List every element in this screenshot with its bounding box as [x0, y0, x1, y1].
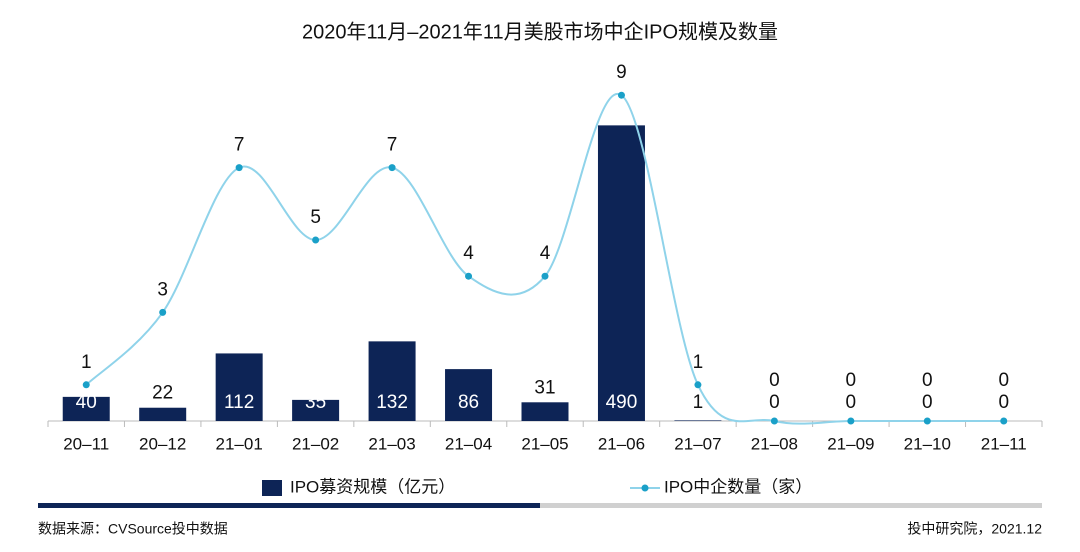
bar — [597, 125, 645, 421]
line-value-label: 9 — [616, 62, 627, 83]
legend-label: IPO募资规模（亿元） — [290, 477, 455, 496]
bar-value-label: 1 — [693, 392, 704, 413]
x-tick-label: 21–04 — [445, 434, 492, 453]
legend-marker — [641, 484, 649, 492]
line-marker — [923, 417, 931, 425]
x-tick-label: 21–11 — [981, 434, 1027, 453]
bar — [445, 369, 493, 421]
bar-value-label: 40 — [76, 392, 97, 413]
credit: 投中研究院，2021.12 — [907, 521, 1042, 537]
x-tick-label: 21–03 — [368, 434, 415, 453]
line-marker — [541, 272, 549, 280]
bar — [368, 341, 416, 421]
x-tick-label: 21–08 — [751, 434, 798, 453]
line-value-label: 0 — [922, 370, 933, 391]
line-marker — [694, 381, 702, 389]
line-value-label: 1 — [81, 352, 92, 373]
legend-swatch — [262, 480, 282, 496]
x-tick-label: 21–10 — [904, 434, 951, 453]
line-marker — [1000, 417, 1008, 425]
line-value-label: 0 — [846, 370, 857, 391]
bar-value-label: 86 — [458, 392, 479, 413]
x-tick-label: 21–07 — [674, 434, 721, 453]
x-tick-label: 20–12 — [139, 434, 186, 453]
line-marker — [159, 308, 167, 316]
x-tick-label: 21–09 — [827, 434, 874, 453]
line-marker — [770, 417, 778, 425]
x-tick-label: 21–01 — [216, 434, 263, 453]
x-tick-label: 20–11 — [63, 434, 109, 453]
line-marker — [388, 164, 396, 172]
bar — [139, 407, 187, 421]
source: 数据来源：CVSource投中数据 — [38, 521, 228, 537]
bar — [292, 399, 340, 421]
line-marker — [312, 236, 320, 244]
line-value-label: 3 — [157, 279, 168, 300]
bar-value-label: 112 — [224, 392, 254, 413]
line-value-label: 0 — [769, 370, 780, 391]
x-tick-label: 21–06 — [598, 434, 645, 453]
bar-value-label: 132 — [376, 392, 408, 413]
line-marker — [82, 381, 90, 389]
x-tick-label: 21–02 — [292, 434, 339, 453]
bar-value-label: 31 — [534, 377, 555, 398]
line-marker — [617, 91, 625, 99]
line-value-label: 0 — [998, 370, 1009, 391]
legend-label: IPO中企数量（家） — [664, 477, 812, 496]
line-marker — [847, 417, 855, 425]
bar-value-label: 22 — [152, 383, 173, 404]
line-marker — [235, 164, 243, 172]
bar-value-label: 35 — [305, 392, 326, 413]
bar-value-label: 0 — [846, 392, 857, 413]
footer-bar-dark — [38, 503, 540, 508]
bar-value-label: 0 — [922, 392, 933, 413]
bar — [521, 402, 569, 421]
line-value-label: 5 — [310, 207, 321, 228]
chart-title: 2020年11月–2021年11月美股市场中企IPO规模及数量 — [302, 20, 778, 43]
bar — [62, 396, 110, 421]
line-marker — [465, 272, 473, 280]
line-value-label: 7 — [387, 135, 398, 156]
bar-value-label: 0 — [998, 392, 1009, 413]
bar — [215, 353, 263, 421]
bar-value-label: 0 — [769, 392, 780, 413]
line-value-label: 7 — [234, 135, 245, 156]
bar-value-label: 490 — [606, 392, 638, 413]
line-value-label: 4 — [540, 243, 551, 264]
line-value-label: 1 — [693, 352, 704, 373]
line-value-label: 4 — [463, 243, 474, 264]
x-tick-label: 21–05 — [521, 434, 568, 453]
bar — [674, 420, 722, 421]
footer-bar-light — [540, 503, 1042, 508]
